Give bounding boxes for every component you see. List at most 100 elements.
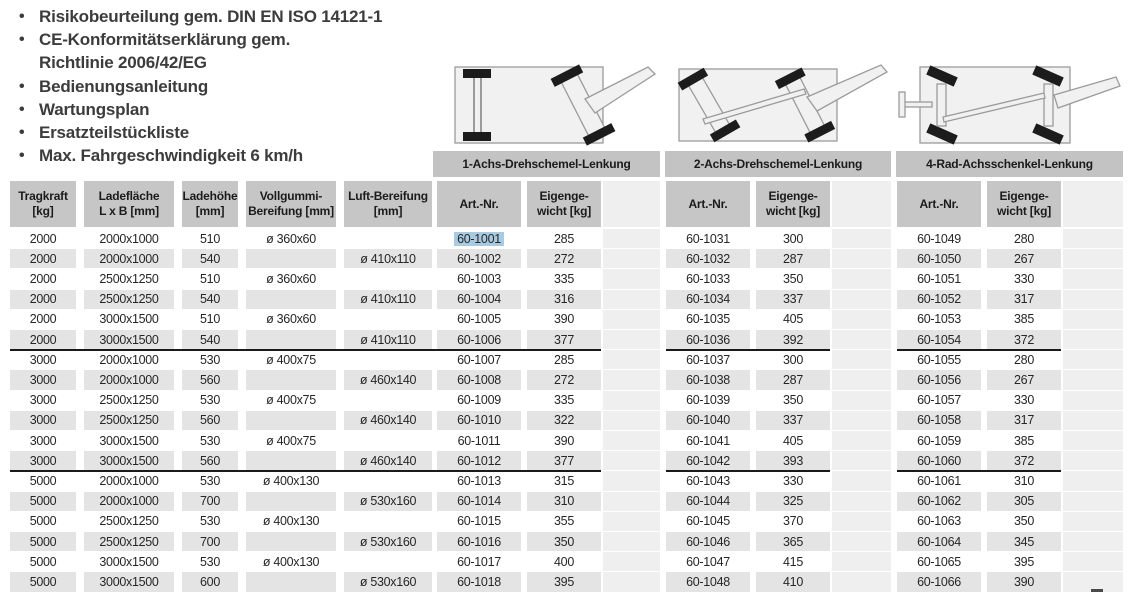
spec-column-header: Luft-Bereifung [mm] [344,181,432,227]
spec-column-header: Tragkraft [kg] [10,181,76,227]
table-filler-cell [832,249,891,269]
table-cell [344,552,432,571]
table-filler-cell [832,229,891,249]
table-cell: 3000x1500 [84,330,174,350]
table-cell: 317 [987,410,1061,430]
table-cell: 2000 [10,330,76,350]
table-cell [344,431,432,450]
header-filler [603,181,660,227]
table-cell: 60-1051 [917,271,961,286]
table-cell [344,512,432,531]
steering-type-header-1: 1-Achs-Drehschemel-Lenkung [433,151,660,177]
table-filler-cell [1063,552,1123,572]
table-filler-cell [1063,390,1123,410]
table-cell: 300 [783,352,803,367]
table-cell: 3000x1500 [99,554,159,569]
table-filler-cell [1063,491,1123,511]
table-cell: 60-1007 [457,352,501,367]
table-cell: 700 [182,491,238,511]
table-cell: 350 [1014,514,1034,529]
weight-column-header: Eigenge- wicht [kg] [756,181,830,227]
table-cell: 60-1053 [917,312,961,327]
table-cell: 60-1064 [897,532,981,552]
group-divider [897,348,1061,351]
table-cell: 60-1057 [917,393,961,408]
table-cell: 510 [200,231,220,246]
table-cell: 2000x1000 [99,231,159,246]
table-filler-cell [603,511,660,531]
trailer-4-wheel-knuckle-steering-icon [898,65,1121,145]
table-cell: ø 410x110 [344,289,432,309]
table-cell: ø 530x160 [344,491,432,511]
table-cell [344,310,432,329]
table-cell: 60-1066 [897,572,981,592]
table-cell: 267 [987,370,1061,390]
table-filler-cell [603,370,660,390]
art-nr-column-header: Art.-Nr. [437,181,521,227]
table-filler-cell [832,269,891,289]
table-cell: ø 400x130 [262,514,320,529]
table-cell: 3000x1500 [84,451,174,471]
art-nr-column-header: Art.-Nr. [897,181,981,227]
table-cell: 337 [756,289,830,309]
table-cell: 393 [756,451,830,471]
table-cell: 60-1062 [897,491,981,511]
table-cell: 60-1011 [457,433,501,448]
table-cell: 510 [200,271,220,286]
table-cell: ø 400x75 [266,433,316,448]
table-cell: 335 [554,271,574,286]
table-cell: 330 [1014,271,1034,286]
table-cell: 2000 [29,231,57,246]
table-filler-cell [832,410,891,430]
table-cell: 2500x1250 [84,532,174,552]
table-filler-cell [832,532,891,552]
table-cell: 60-1044 [666,491,750,511]
table-filler-cell [832,330,891,350]
table-filler-cell [1063,410,1123,430]
table-filler-cell [603,532,660,552]
table-cell: 530 [200,473,220,488]
table-cell [246,491,336,511]
table-cell: ø 460x140 [344,451,432,471]
table-filler-cell [832,350,891,370]
feature-item: Max. Fahrgeschwindigkeit 6 km/h [10,144,438,167]
steering-type-label: 1-Achs-Drehschemel-Lenkung [462,157,631,171]
table-cell: 560 [182,410,238,430]
table-cell: 60-1046 [666,532,750,552]
table-filler-cell [832,471,891,491]
table-cell: 330 [783,473,803,488]
table-cell: 322 [527,410,601,430]
table-cell: 350 [527,532,601,552]
table-cell: 272 [527,249,601,269]
table-cell: 60-1013 [457,473,501,488]
table-cell: 325 [756,491,830,511]
table-filler-cell [1063,229,1123,249]
table-cell: ø 400x75 [266,352,316,367]
table-cell: 60-1003 [457,271,501,286]
table-cell: 60-1002 [437,249,521,269]
table-filler-cell [1063,451,1123,471]
table-filler-cell [603,471,660,491]
table-cell: 60-1056 [897,370,981,390]
table-cell [344,471,432,490]
table-filler-cell [603,431,660,451]
table-cell: 300 [783,231,803,246]
table-cell: 530 [200,393,220,408]
table-cell: 410 [756,572,830,592]
table-cell: 385 [1014,312,1034,327]
table-cell: 540 [182,330,238,350]
table-cell [344,391,432,410]
trailer-2-axle-turntable-steering-icon [677,64,889,143]
table-filler-cell [832,390,891,410]
table-cell [344,229,432,248]
table-cell: 405 [783,433,803,448]
weight-column-header: Eigenge- wicht [kg] [987,181,1061,227]
table-cell: 60-1016 [437,532,521,552]
table-filler-cell [832,370,891,390]
table-filler-cell [832,289,891,309]
selected-art-nr[interactable]: 60-1001 [454,231,504,246]
table-cell: 60-1052 [897,289,981,309]
table-cell: 370 [783,514,803,529]
table-cell: 2500x1250 [99,393,159,408]
